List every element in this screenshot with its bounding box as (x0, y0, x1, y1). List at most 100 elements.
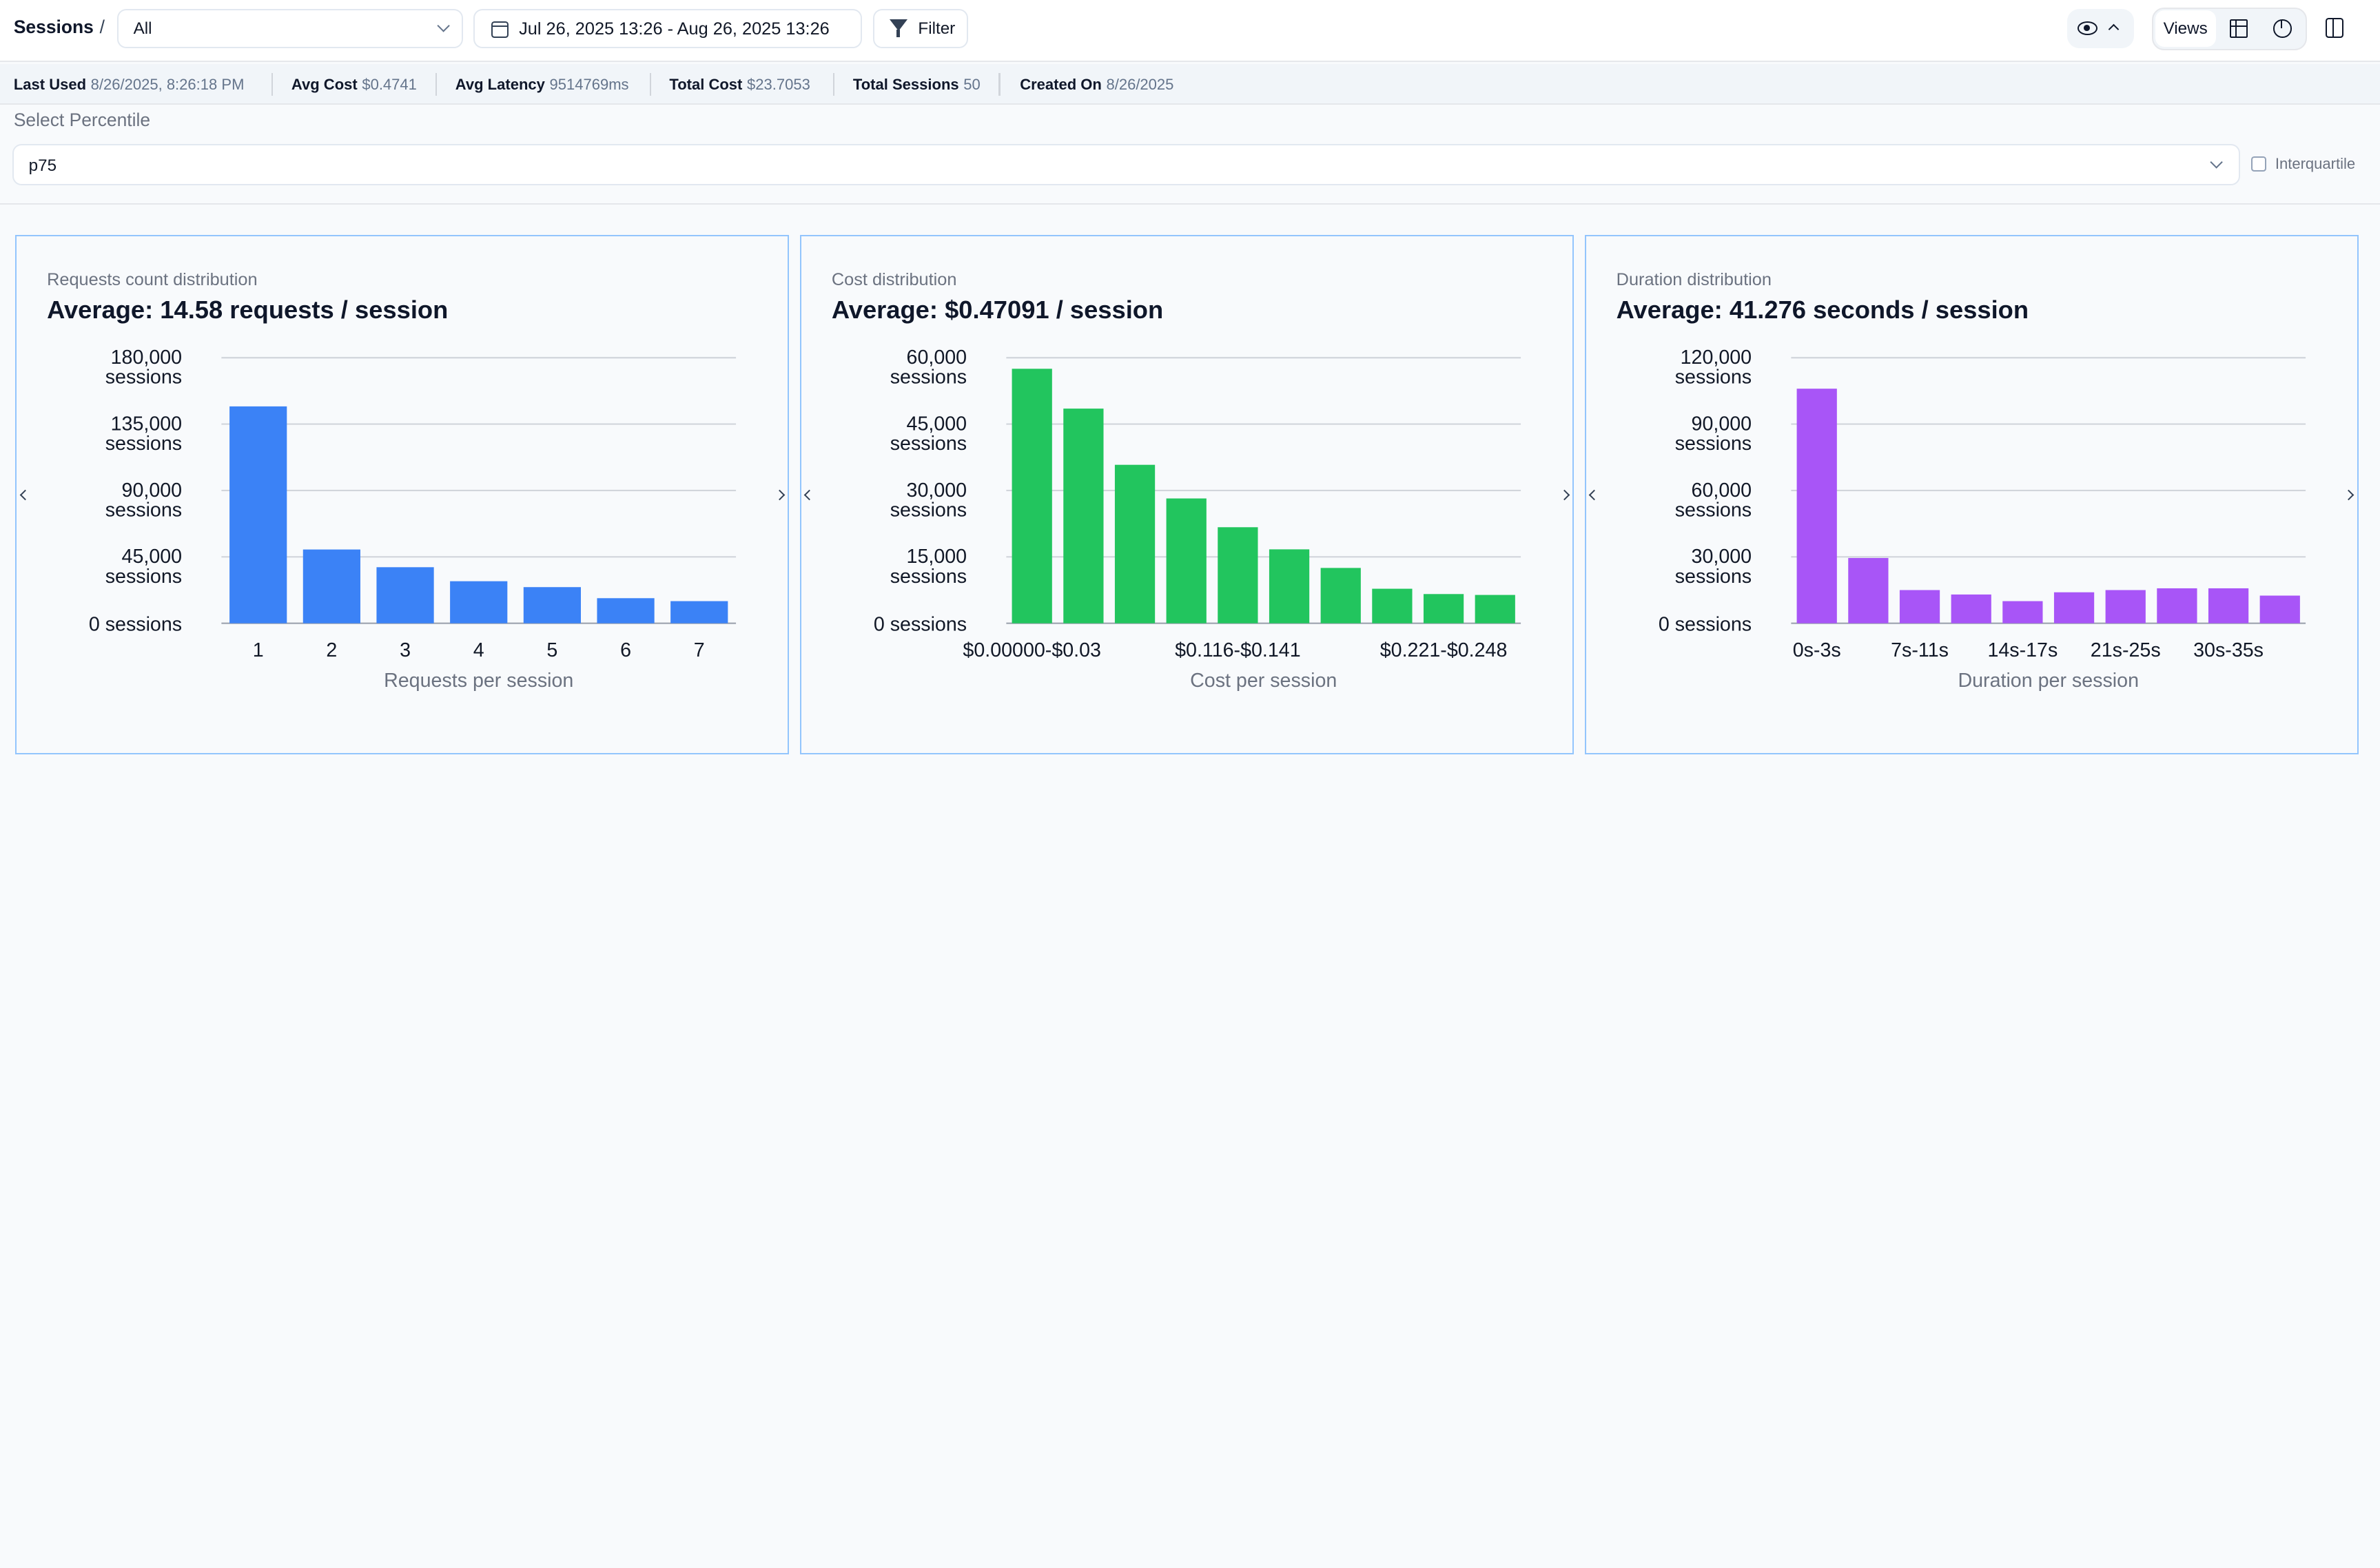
histogram-bar (670, 601, 728, 624)
stat-created-on: Created On 8/26/2025 (1020, 76, 1173, 94)
y-tick-label: 135,000 (111, 413, 182, 435)
stat-label: Total Sessions (852, 76, 959, 94)
stat-total-sessions: Total Sessions 50 (853, 76, 981, 94)
chevron-down-icon (2209, 156, 2223, 169)
stat-divider (833, 72, 835, 96)
x-axis-title: Requests per session (384, 670, 573, 692)
histogram-bar (1320, 568, 1361, 624)
stat-last-used: Last Used 8/26/2025, 8:26:18 PM (14, 76, 245, 94)
calendar-icon (491, 21, 509, 38)
x-tick-label: 14s-17s (1987, 640, 2058, 662)
x-tick-label: 1 (253, 640, 264, 662)
x-tick-label: 5 (546, 640, 557, 662)
breadcrumb: Sessions / (14, 17, 105, 38)
y-tick-label: 0 sessions (874, 614, 967, 636)
y-tick-label: 180,000 (111, 347, 182, 369)
y-tick-unit-label: sessions (1674, 433, 1751, 455)
stat-value: $0.4741 (362, 76, 417, 94)
x-tick-label: 4 (473, 640, 484, 662)
histogram-bar (523, 587, 582, 624)
percentile-value: p75 (28, 156, 57, 175)
eye-icon (2078, 21, 2098, 35)
stat-value: 8/26/2025 (1106, 76, 1174, 94)
histogram-bar (2053, 592, 2094, 624)
breadcrumb-separator: / (99, 17, 105, 38)
histogram-bar (2208, 588, 2248, 624)
histogram-bar (1269, 549, 1309, 624)
visibility-toggle-button[interactable] (2067, 9, 2134, 49)
chevron-down-icon (437, 19, 450, 32)
duration-distribution-card: Duration distribution Average: 41.276 se… (1584, 235, 2359, 754)
requests-distribution-card: Requests count distribution Average: 14.… (15, 235, 790, 754)
interquartile-label: Interquartile (2275, 154, 2356, 172)
x-tick-label: 21s-25s (2090, 640, 2160, 662)
stat-label: Avg Cost (291, 76, 358, 94)
histogram-bar (229, 406, 287, 624)
stat-value: 50 (963, 76, 981, 94)
chevron-up-icon (2108, 24, 2120, 35)
stat-avg-latency: Avg Latency 9514769ms (455, 76, 629, 94)
duration-histogram: 0 sessions30,000sessions60,000sessions90… (1658, 347, 2306, 692)
section-divider (0, 203, 2380, 205)
interquartile-checkbox[interactable] (2250, 156, 2266, 172)
y-tick-label: 0 sessions (1658, 614, 1751, 636)
y-tick-unit-label: sessions (1674, 566, 1751, 588)
y-tick-unit-label: sessions (1674, 499, 1751, 522)
histogram-bar (1012, 369, 1052, 624)
y-tick-label: 30,000 (906, 479, 967, 502)
histogram-bar (450, 581, 508, 624)
stat-divider (649, 72, 651, 96)
y-tick-label: 60,000 (1691, 479, 1752, 502)
x-axis-title: Cost per session (1190, 670, 1337, 692)
stat-value: 8/26/2025, 8:26:18 PM (90, 76, 245, 94)
x-tick-label: 30s-35s (2193, 640, 2264, 662)
views-button[interactable]: Views (2155, 10, 2216, 48)
stat-value: $23.7053 (746, 76, 810, 94)
stat-total-cost: Total Cost $23.7053 (669, 76, 810, 94)
table-view-icon[interactable] (2229, 19, 2248, 38)
y-tick-unit-label: sessions (890, 367, 967, 389)
histogram-bar (1063, 409, 1104, 624)
stat-divider (271, 72, 274, 96)
histogram-bar (302, 550, 360, 624)
histogram-bar (1847, 558, 1889, 624)
percentile-label: Select Percentile (13, 109, 151, 130)
y-tick-label: 45,000 (906, 413, 967, 435)
requests-histogram: 0 sessions45,000sessions90,000sessions13… (89, 347, 737, 692)
y-tick-label: 15,000 (906, 546, 967, 568)
filter-icon (889, 19, 907, 37)
top-bar: Sessions / All Jul 26, 2025 13:26 - Aug 2… (0, 0, 2380, 63)
percentile-select[interactable]: p75 (12, 144, 2241, 185)
y-tick-label: 90,000 (122, 479, 183, 502)
x-tick-label: 2 (326, 640, 337, 662)
x-tick-label: 3 (400, 640, 411, 662)
filter-button[interactable]: Filter (872, 9, 969, 49)
stat-avg-cost: Avg Cost $0.4741 (291, 76, 417, 94)
stat-divider (435, 72, 438, 96)
y-tick-unit-label: sessions (890, 566, 967, 588)
histogram-bar (1951, 595, 1991, 624)
y-tick-unit-label: sessions (105, 499, 182, 522)
y-tick-label: 90,000 (1691, 413, 1752, 435)
chart-view-icon[interactable] (2273, 19, 2292, 38)
session-stats-bar: Last Used 8/26/2025, 8:26:18 PM Avg Cost $… (0, 63, 2380, 105)
histogram-bar (597, 598, 655, 624)
histogram-bar (2259, 595, 2300, 624)
card-average: Average: 14.58 requests / session (47, 296, 449, 324)
date-range-button[interactable]: Jul 26, 2025 13:26 - Aug 26, 2025 13:26 (473, 9, 863, 49)
x-tick-label: 7s-11s (1891, 640, 1949, 662)
histogram-bar (1796, 389, 1837, 624)
histogram-bar (1114, 465, 1155, 624)
session-filter-value: All (133, 19, 152, 39)
card-title: Cost distribution (831, 269, 957, 289)
stat-value: 9514769ms (549, 76, 629, 94)
breadcrumb-sessions[interactable]: Sessions (13, 17, 94, 38)
x-tick-label: $0.116-$0.141 (1175, 640, 1301, 662)
x-tick-label: $0.221-$0.248 (1380, 640, 1508, 662)
y-tick-unit-label: sessions (105, 367, 182, 389)
columns-icon[interactable] (2325, 18, 2343, 39)
session-filter-select[interactable]: All (116, 9, 463, 49)
y-tick-unit-label: sessions (1674, 367, 1751, 389)
card-average: Average: 41.276 seconds / session (1616, 296, 2029, 324)
histogram-bar (1372, 588, 1413, 624)
